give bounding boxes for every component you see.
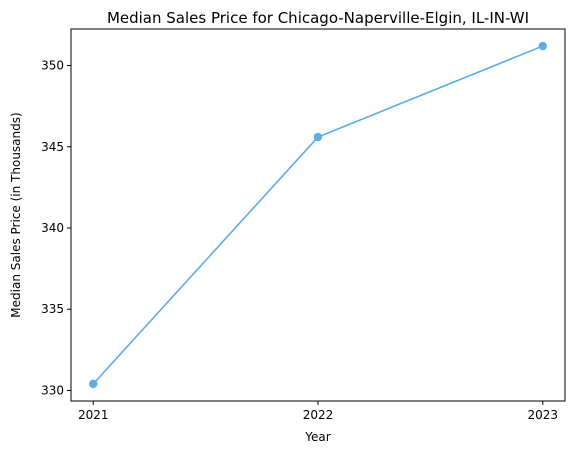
plot-area <box>89 41 547 389</box>
x-tick-label: 2021 <box>78 408 109 422</box>
data-point <box>89 379 98 389</box>
x-tick-label: 2023 <box>527 408 558 422</box>
x-axis-label: Year <box>304 430 330 444</box>
y-tick-label: 330 <box>41 383 64 397</box>
y-tick-label: 335 <box>41 302 64 316</box>
data-point <box>538 41 547 51</box>
y-tick-label: 350 <box>41 59 64 73</box>
y-tick-label: 345 <box>41 140 64 154</box>
y-tick-label: 340 <box>41 221 64 235</box>
series-line <box>92 45 544 385</box>
chart-title: Median Sales Price for Chicago-Napervill… <box>107 9 529 27</box>
y-axis: 330 335 340 345 350 <box>41 59 71 397</box>
data-point <box>313 132 323 142</box>
plot-frame <box>70 28 566 402</box>
x-tick-label: 2022 <box>303 408 334 422</box>
y-axis-label: Median Sales Price (in Thousands) <box>9 112 23 317</box>
x-axis: 2021 2022 2023 <box>78 401 558 422</box>
